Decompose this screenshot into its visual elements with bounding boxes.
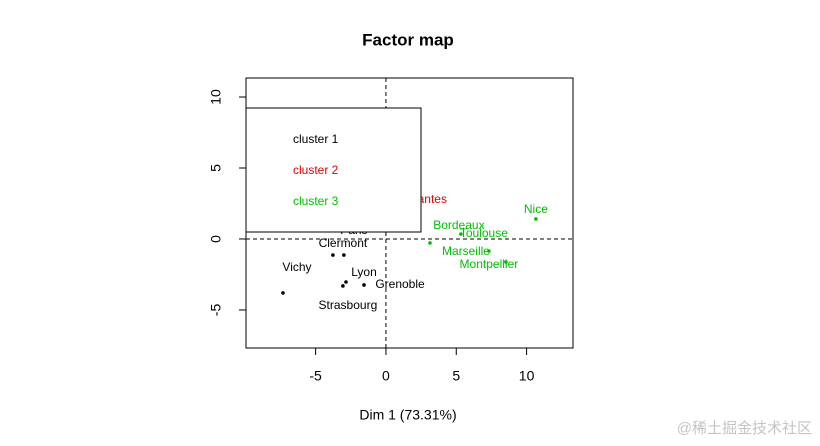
point-label: Bordeaux bbox=[433, 218, 484, 232]
point-label: Vichy bbox=[282, 260, 311, 274]
legend-entry: cluster 2 bbox=[293, 163, 339, 177]
x-tick-label: 5 bbox=[452, 368, 460, 384]
point bbox=[331, 253, 335, 257]
x-tick-label: 0 bbox=[382, 368, 390, 384]
legend-entry: cluster 1 bbox=[293, 132, 339, 146]
point bbox=[362, 283, 366, 287]
point bbox=[504, 260, 508, 264]
x-axis-label: Dim 1 (73.31%) bbox=[359, 407, 456, 423]
legend-box bbox=[245, 107, 422, 233]
legend-entry: cluster 3 bbox=[293, 194, 339, 208]
chart-title: Factor map bbox=[362, 30, 454, 49]
x-tick-label: 10 bbox=[519, 368, 535, 384]
y-tick-label: 5 bbox=[208, 164, 224, 172]
point-label: Clermont bbox=[319, 236, 368, 250]
point-label: Strasbourg bbox=[319, 298, 378, 312]
point-label: Lyon bbox=[351, 265, 377, 279]
point-label: Grenoble bbox=[375, 277, 425, 291]
y-tick-label: -5 bbox=[208, 304, 224, 317]
y-tick-label: 0 bbox=[208, 235, 224, 243]
point bbox=[459, 232, 463, 236]
point bbox=[342, 253, 346, 257]
y-tick-label: 10 bbox=[208, 89, 224, 105]
point bbox=[281, 291, 285, 295]
point bbox=[341, 284, 345, 288]
watermark: @稀土掘金技术社区 bbox=[677, 420, 812, 437]
point-label: Toulouse bbox=[460, 226, 508, 240]
x-tick-label: -5 bbox=[309, 368, 322, 384]
point-label: Marseille bbox=[442, 244, 490, 258]
point bbox=[344, 280, 348, 284]
point bbox=[428, 241, 432, 245]
point bbox=[534, 217, 538, 221]
point-label: Nice bbox=[524, 202, 548, 216]
point-label: Montpellier bbox=[460, 257, 519, 271]
point bbox=[487, 249, 491, 253]
